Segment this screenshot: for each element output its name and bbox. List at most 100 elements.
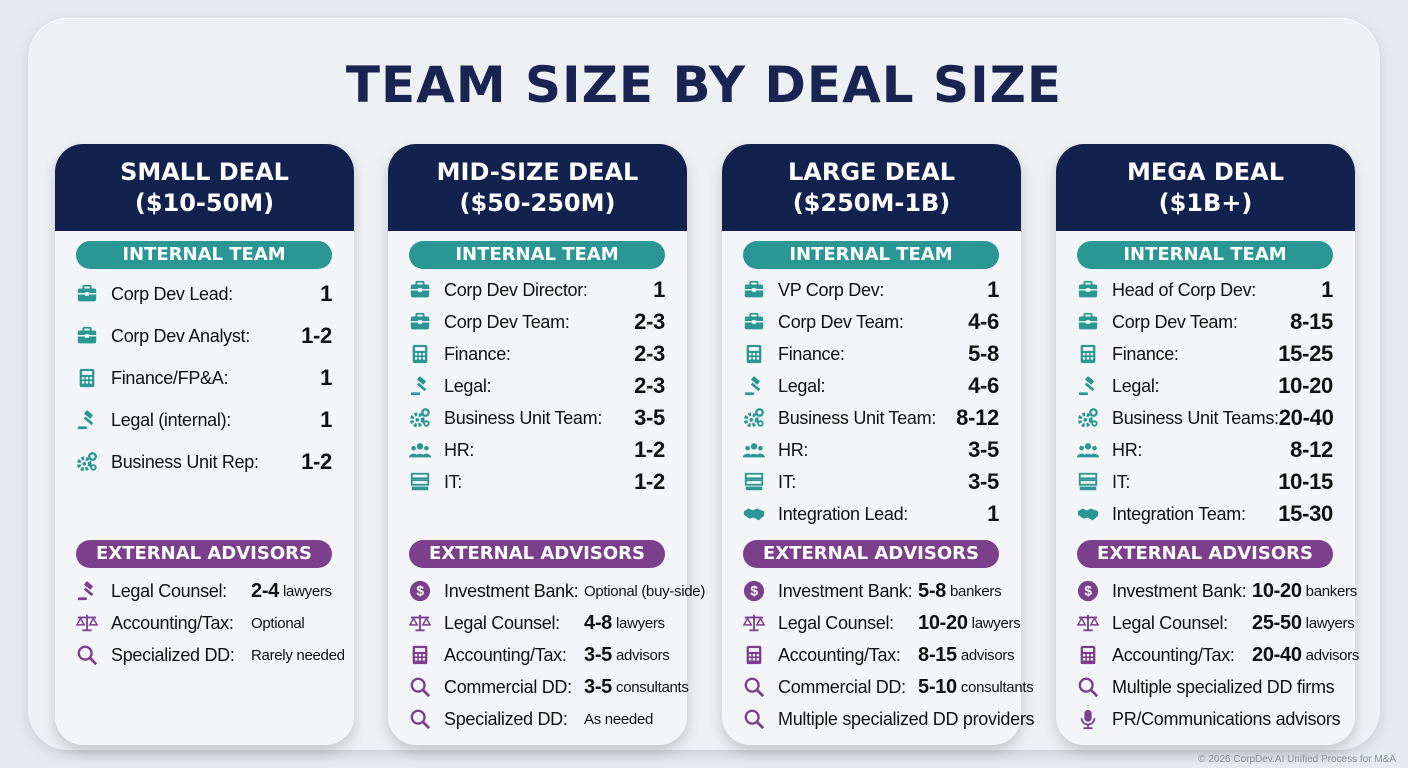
row-label: Business Unit Teams:: [1112, 407, 1279, 428]
external-row: Multiple specialized DD providers: [740, 704, 1035, 734]
row-label: Specialized DD:: [111, 644, 235, 665]
row-unit: bankers: [950, 582, 1002, 600]
row-label: Legal:: [444, 375, 492, 396]
internal-row: Finance/FP&A: 1: [73, 363, 332, 393]
row-value: 1: [320, 281, 332, 306]
internal-row: Business Unit Team: 3-5: [406, 403, 665, 433]
people-icon: [406, 438, 434, 462]
external-row: Legal Counsel: 25-50 lawyers: [1074, 608, 1355, 638]
internal-row: Integration Team: 15-30: [1074, 499, 1333, 529]
internal-row: VP Corp Dev: 1: [740, 275, 999, 305]
magnifier-icon: [740, 675, 768, 699]
row-value: 10-15: [1278, 469, 1333, 494]
row-label: Business Unit Team:: [444, 407, 603, 428]
row-label: Corp Dev Team:: [778, 311, 904, 332]
calculator-icon: [406, 342, 434, 366]
row-label: Corp Dev Analyst:: [111, 325, 250, 346]
row-value: 1-2: [634, 437, 665, 462]
external-row: Legal Counsel: 4-8 lawyers: [406, 608, 665, 638]
briefcase-icon: [1074, 278, 1102, 302]
external-row: Accounting/Tax: 3-5 advisors: [406, 640, 670, 670]
magnifier-icon: [73, 643, 101, 667]
row-value: 8-12: [956, 405, 999, 430]
card-range: ($250M-1B): [792, 189, 951, 217]
external-row: Commercial DD: 3-5 consultants: [406, 672, 689, 702]
row-unit: lawyers: [616, 614, 665, 632]
row-value: 4-6: [968, 373, 999, 398]
row-label: Integration Team:: [1112, 503, 1246, 524]
row-value: 5-8: [968, 341, 999, 366]
row-unit: advisors: [1305, 646, 1360, 664]
row-label: Legal:: [1112, 375, 1160, 396]
dollar-icon: $: [406, 579, 434, 603]
internal-row: Business Unit Team: 8-12: [740, 403, 999, 433]
row-label: Head of Corp Dev:: [1112, 279, 1256, 300]
row-label: Finance/FP&A:: [111, 367, 229, 388]
magnifier-icon: [406, 675, 434, 699]
row-label: Legal Counsel:: [444, 612, 560, 633]
row-value: 1-2: [301, 449, 332, 474]
row-note: Optional: [251, 614, 305, 632]
row-label: Legal Counsel:: [1112, 612, 1228, 633]
row-unit: advisors: [960, 646, 1015, 664]
gavel-icon: [740, 374, 768, 398]
row-label: Investment Bank:: [1112, 580, 1247, 601]
card-title: SMALL DEAL: [120, 158, 289, 186]
row-label: Corp Dev Director:: [444, 279, 588, 300]
row-value: 10-20: [1252, 579, 1302, 602]
internal-row: Finance: 15-25: [1074, 339, 1333, 369]
internal-row: Legal (internal): 1: [73, 405, 332, 435]
row-label: IT:: [1112, 471, 1131, 492]
row-label: Accounting/Tax:: [111, 612, 234, 633]
row-value: 3-5: [968, 469, 999, 494]
internal-row: IT: 10-15: [1074, 467, 1333, 497]
row-label: Finance:: [444, 343, 511, 364]
calculator-icon: [740, 342, 768, 366]
external-row: $ Investment Bank: Optional (buy-side): [406, 576, 705, 606]
row-value: 3-5: [634, 405, 665, 430]
gavel-icon: [406, 374, 434, 398]
row-value: 3-5: [584, 643, 613, 666]
briefcase-icon: [73, 282, 101, 306]
row-value: 3-5: [968, 437, 999, 462]
briefcase-icon: [1074, 310, 1102, 334]
scales-icon: [73, 611, 101, 635]
row-value: 3-5: [584, 675, 613, 698]
row-unit: lawyers: [283, 582, 332, 600]
row-label: Commercial DD:: [444, 676, 572, 697]
row-value: 2-3: [634, 309, 665, 334]
external-row: Multiple specialized DD firms: [1074, 672, 1335, 702]
briefcase-icon: [740, 310, 768, 334]
row-label: IT:: [444, 471, 463, 492]
internal-row: HR: 1-2: [406, 435, 665, 465]
deal-card: SMALL DEAL ($10-50M) INTERNAL TEAM Corp Dev…: [55, 144, 354, 745]
row-label: HR:: [444, 439, 475, 460]
row-label: VP Corp Dev:: [778, 279, 885, 300]
gavel-icon: [73, 408, 101, 432]
row-value: 20-40: [1252, 643, 1302, 666]
row-value: 10-20: [1278, 373, 1333, 398]
external-advisors-pill: EXTERNAL ADVISORS: [76, 540, 332, 568]
external-row: Specialized DD: As needed: [406, 704, 665, 734]
internal-row: Finance: 5-8: [740, 339, 999, 369]
internal-team-pill: INTERNAL TEAM: [1077, 241, 1333, 269]
people-icon: [1074, 438, 1102, 462]
external-row: Legal Counsel: 2-4 lawyers: [73, 576, 332, 606]
row-label: Corp Dev Lead:: [111, 283, 233, 304]
row-label: Business Unit Team:: [778, 407, 937, 428]
internal-row: Head of Corp Dev: 1: [1074, 275, 1333, 305]
row-unit: consultants: [960, 678, 1034, 696]
card-title: MID-SIZE DEAL: [436, 158, 639, 186]
magnifier-icon: [1074, 675, 1102, 699]
internal-row: IT: 1-2: [406, 467, 665, 497]
row-label: Legal (internal):: [111, 409, 231, 430]
row-label: Investment Bank:: [444, 580, 579, 601]
microphone-icon: [1074, 707, 1102, 731]
row-label: Business Unit Rep:: [111, 451, 259, 472]
internal-row: Corp Dev Lead: 1: [73, 279, 332, 309]
row-value: 25-50: [1252, 611, 1302, 634]
footer-copyright: © 2026 CorpDev.AI Unified Process for M&…: [1198, 754, 1396, 765]
row-label: Multiple specialized DD firms: [1112, 676, 1335, 697]
external-row: Commercial DD: 5-10 consultants: [740, 672, 1034, 702]
external-advisors-pill: EXTERNAL ADVISORS: [743, 540, 999, 568]
